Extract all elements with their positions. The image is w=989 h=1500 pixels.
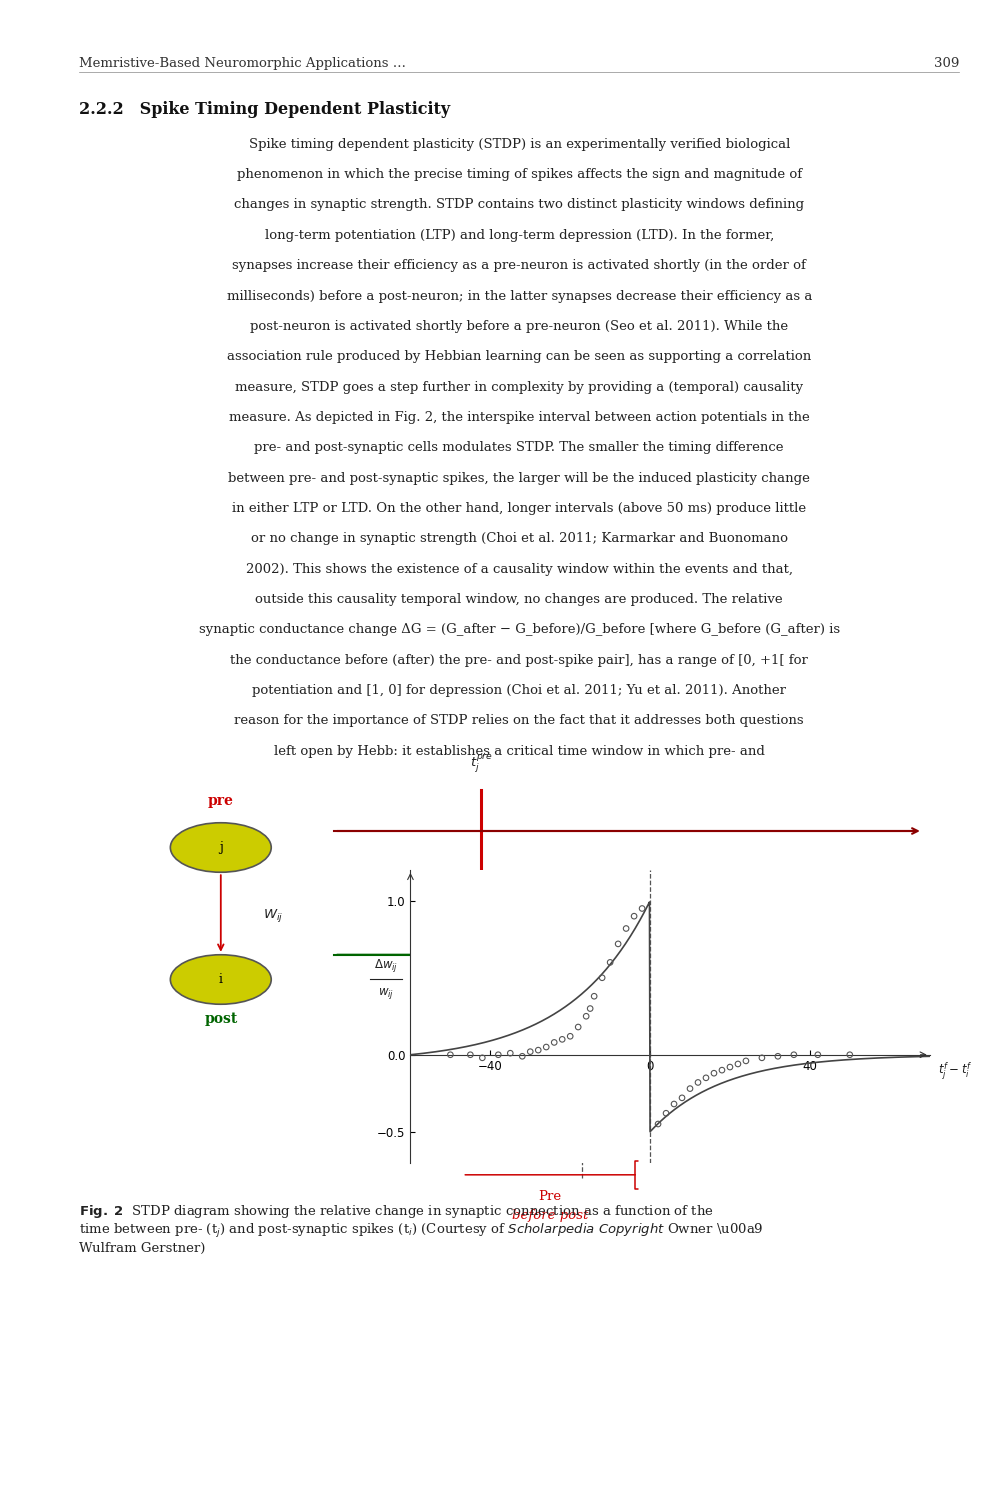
Text: Wulfram Gerstner): Wulfram Gerstner) [79, 1242, 206, 1256]
Text: $w_{ij}$: $w_{ij}$ [379, 986, 395, 1000]
Point [810, 1042, 826, 1066]
Point [786, 1042, 802, 1066]
Text: measure. As depicted in Fig. 2, the interspike interval between action potential: measure. As depicted in Fig. 2, the inte… [228, 411, 810, 424]
Point [738, 1048, 754, 1072]
Text: synaptic conductance change ΔG = (G_after − G_before)/G_before [where G_before (: synaptic conductance change ΔG = (G_afte… [199, 624, 840, 636]
Point [538, 1035, 554, 1059]
Text: 2.2.2 Spike Timing Dependent Plasticity: 2.2.2 Spike Timing Dependent Plasticity [79, 100, 450, 117]
Text: pre: pre [208, 795, 233, 808]
Point [610, 932, 626, 956]
Point [475, 1046, 491, 1070]
Text: $W_{ij}$: $W_{ij}$ [263, 908, 283, 924]
Text: $\mathbf{Fig.\ 2}$  STDP diagram showing the relative change in synaptic connect: $\mathbf{Fig.\ 2}$ STDP diagram showing … [79, 1203, 714, 1219]
Text: i: i [219, 974, 223, 986]
Point [722, 1054, 738, 1078]
Text: reason for the importance of STDP relies on the fact that it addresses both ques: reason for the importance of STDP relies… [234, 714, 804, 728]
Text: 309: 309 [934, 57, 959, 70]
Point [583, 996, 598, 1020]
Circle shape [170, 822, 271, 873]
Text: phenomenon in which the precise timing of spikes affects the sign and magnitude : phenomenon in which the precise timing o… [236, 168, 802, 182]
Point [626, 904, 642, 928]
Point [594, 966, 610, 990]
Point [667, 1092, 682, 1116]
Text: $t_j^f - t_i^f$: $t_j^f - t_i^f$ [938, 1060, 972, 1083]
Text: in either LTP or LTD. On the other hand, longer intervals (above 50 ms) produce : in either LTP or LTD. On the other hand,… [232, 503, 806, 515]
Text: 2002). This shows the existence of a causality window within the events and that: 2002). This shows the existence of a cau… [245, 562, 793, 576]
Text: potentiation and [1, 0] for depression (Choi et al. 2011; Yu et al. 2011). Anoth: potentiation and [1, 0] for depression (… [252, 684, 786, 698]
Text: between pre- and post-synaptic spikes, the larger will be the induced plasticity: between pre- and post-synaptic spikes, t… [228, 471, 810, 484]
Point [602, 951, 618, 975]
Point [522, 1040, 538, 1064]
Point [491, 1042, 506, 1066]
Point [618, 916, 634, 940]
Point [706, 1060, 722, 1084]
Text: $t_i^{post}$: $t_i^{post}$ [590, 900, 619, 921]
Text: $t_j^{pre}$: $t_j^{pre}$ [470, 753, 493, 776]
Text: long-term potentiation (LTP) and long-term depression (LTD). In the former,: long-term potentiation (LTP) and long-te… [265, 230, 773, 242]
Point [546, 1030, 562, 1054]
Text: j: j [219, 842, 223, 854]
Point [674, 1086, 690, 1110]
Point [579, 1005, 594, 1029]
Point [770, 1044, 786, 1068]
Point [730, 1052, 746, 1076]
Point [698, 1066, 714, 1090]
Text: Pre: Pre [539, 1190, 562, 1203]
Circle shape [170, 956, 271, 1005]
Point [714, 1058, 730, 1082]
Text: Spike timing dependent plasticity (STDP) is an experimentally verified biologica: Spike timing dependent plasticity (STDP)… [248, 138, 790, 152]
Point [463, 1042, 479, 1066]
Point [554, 1028, 570, 1051]
Text: $\Delta w_{ij}$: $\Delta w_{ij}$ [375, 957, 399, 974]
Point [634, 897, 650, 921]
Text: changes in synaptic strength. STDP contains two distinct plasticity windows defi: changes in synaptic strength. STDP conta… [234, 198, 804, 211]
Point [514, 1044, 530, 1068]
Point [563, 1024, 579, 1048]
Point [658, 1101, 674, 1125]
Text: synapses increase their efficiency as a pre-neuron is activated shortly (in the : synapses increase their efficiency as a … [232, 260, 806, 272]
Text: before post: before post [512, 1209, 588, 1221]
Point [754, 1046, 769, 1070]
Text: post-neuron is activated shortly before a pre-neuron (Seo et al. 2011). While th: post-neuron is activated shortly before … [250, 320, 788, 333]
Text: outside this causality temporal window, no changes are produced. The relative: outside this causality temporal window, … [255, 592, 783, 606]
Text: left open by Hebb: it establishes a critical time window in which pre- and: left open by Hebb: it establishes a crit… [274, 746, 764, 758]
Text: time between pre- (t$_j$) and post-synaptic spikes (t$_i$) (Courtesy of $\mathit: time between pre- (t$_j$) and post-synap… [79, 1222, 764, 1240]
Point [530, 1038, 546, 1062]
Text: milliseconds) before a post-neuron; in the latter synapses decrease their effici: milliseconds) before a post-neuron; in t… [226, 290, 812, 303]
Text: measure, STDP goes a step further in complexity by providing a (temporal) causal: measure, STDP goes a step further in com… [235, 381, 803, 393]
Point [502, 1041, 518, 1065]
Point [586, 984, 602, 1008]
Text: or no change in synaptic strength (Choi et al. 2011; Karmarkar and Buonomano: or no change in synaptic strength (Choi … [251, 532, 787, 546]
Point [690, 1071, 706, 1095]
Point [682, 1077, 698, 1101]
Text: Memristive-Based Neuromorphic Applications …: Memristive-Based Neuromorphic Applicatio… [79, 57, 406, 70]
Point [442, 1042, 458, 1066]
Text: the conductance before (after) the pre- and post-spike pair], has a range of [0,: the conductance before (after) the pre- … [230, 654, 808, 666]
Text: pre- and post-synaptic cells modulates STDP. The smaller the timing difference: pre- and post-synaptic cells modulates S… [254, 441, 784, 454]
Point [650, 1112, 666, 1136]
Text: association rule produced by Hebbian learning can be seen as supporting a correl: association rule produced by Hebbian lea… [227, 350, 811, 363]
Point [571, 1016, 586, 1040]
Point [842, 1042, 857, 1066]
Text: post: post [204, 1013, 237, 1026]
